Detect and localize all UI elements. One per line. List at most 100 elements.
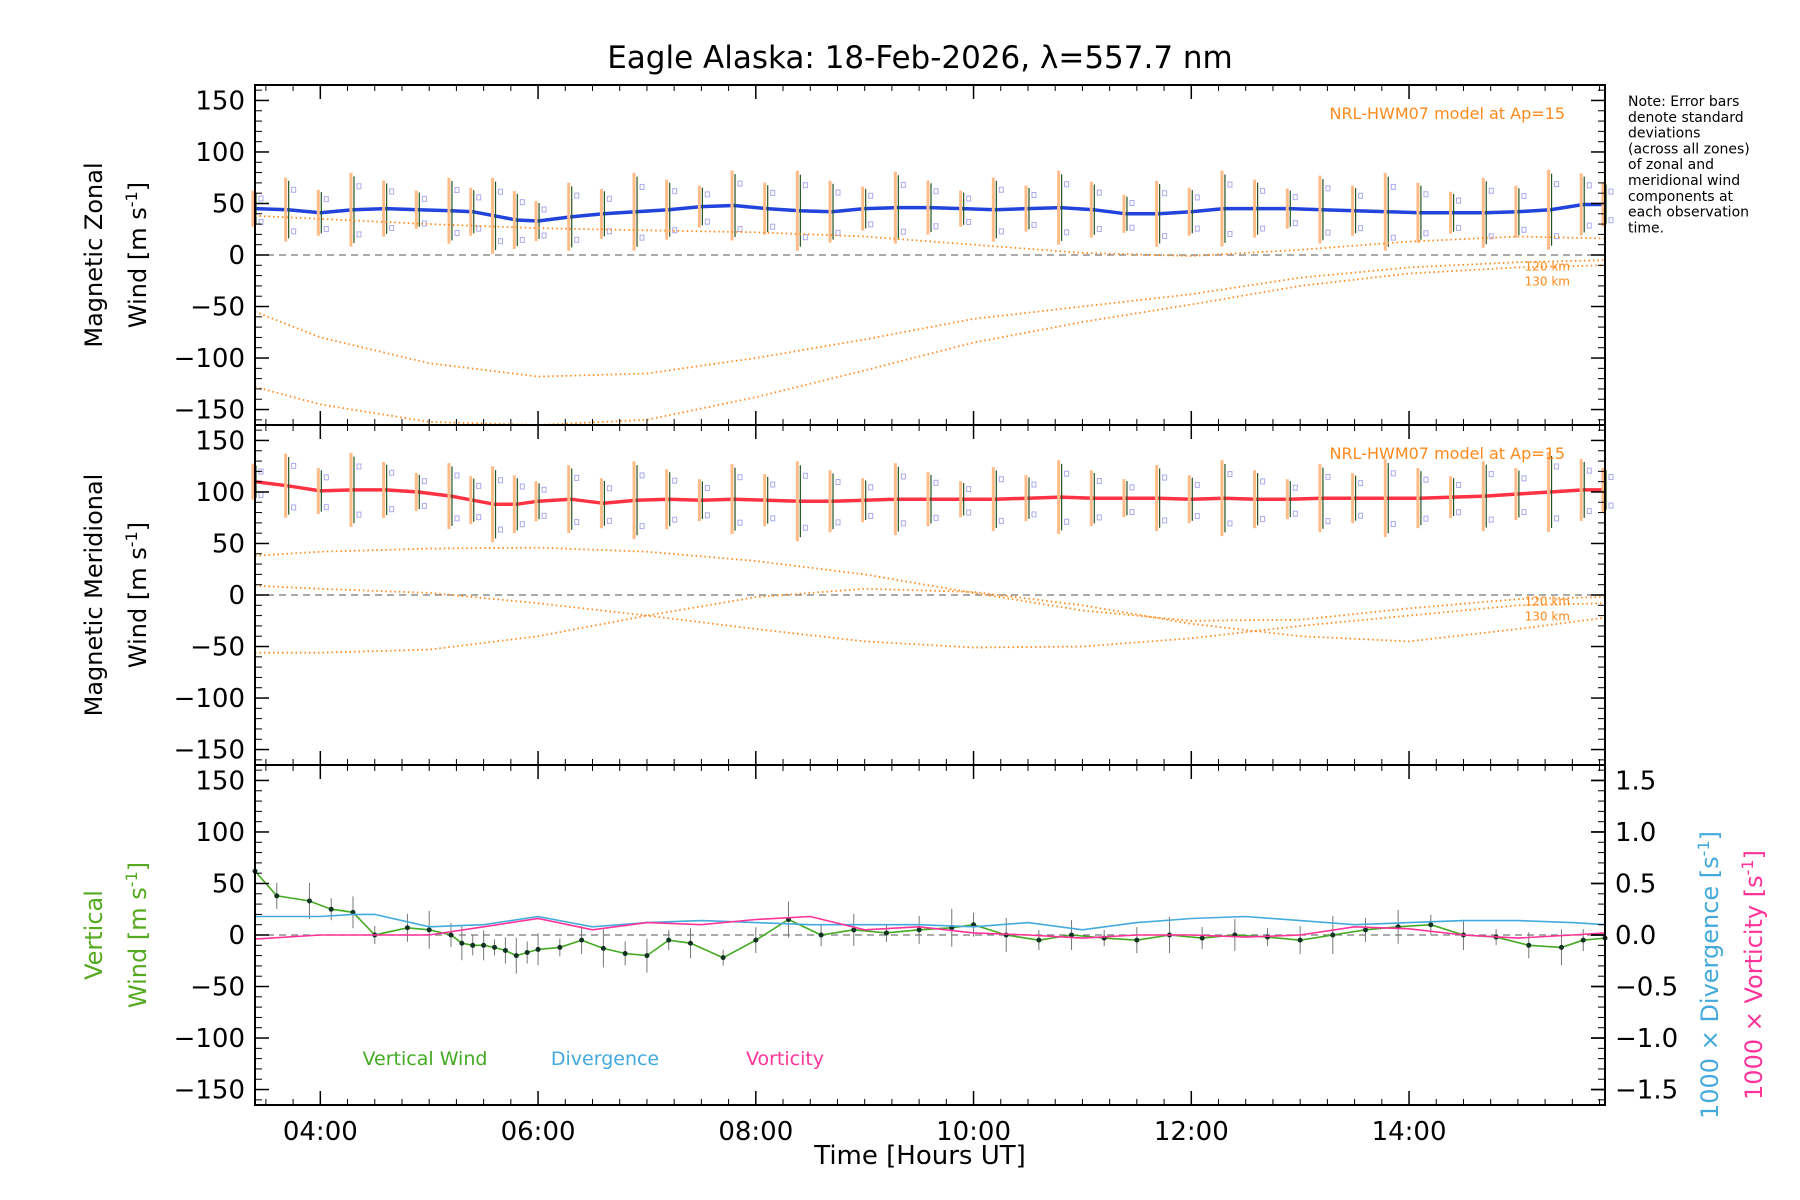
zone-marker (1194, 194, 1200, 201)
zone-marker (606, 517, 612, 524)
y-tick-label: −100 (174, 1024, 245, 1054)
y-tick-label: −100 (174, 344, 245, 374)
y-tick-label: 50 (212, 529, 245, 559)
zone-marker (802, 234, 808, 241)
y-tick-label: −50 (190, 633, 245, 663)
note-line: deviations (1628, 126, 1700, 142)
zone-marker (541, 206, 547, 213)
zone-marker (1129, 199, 1135, 206)
zone-marker (1488, 516, 1494, 523)
zone-marker (1488, 233, 1494, 240)
vertical-wind-point (579, 937, 585, 943)
zone-marker (1554, 181, 1560, 188)
vertical-wind-point (916, 927, 922, 933)
y2-tick-label: 0.0 (1615, 921, 1656, 951)
zone-marker (541, 232, 547, 239)
y-tick-label: 100 (195, 478, 245, 508)
zone-marker (835, 519, 841, 526)
zone-marker (1488, 187, 1494, 194)
zone-marker (672, 477, 678, 484)
y-axis-label-line2: Wind [m s-1] (122, 862, 152, 1008)
vertical-wind-point (448, 932, 454, 938)
zone-marker (476, 225, 482, 232)
series-nrl-hwm07-120-km (254, 259, 1606, 378)
vertical-wind-point (1362, 927, 1368, 933)
zone-marker (389, 469, 395, 476)
zone-marker (1292, 220, 1298, 227)
zone-marker (900, 228, 906, 235)
vertical-wind-point (328, 906, 334, 912)
vertical-wind-point (502, 947, 508, 953)
zone-marker (900, 520, 906, 527)
zone-marker (1608, 502, 1614, 509)
zone-marker (998, 476, 1004, 483)
y-tick-label: 50 (212, 189, 245, 219)
zone-marker (291, 504, 297, 511)
zone-marker (574, 192, 580, 199)
zone-marker (541, 512, 547, 519)
y-tick-label: −150 (174, 736, 245, 766)
vertical-wind-point (883, 930, 889, 936)
note-line: components at (1628, 189, 1734, 205)
vertical-wind-point (753, 937, 759, 943)
zone-marker (704, 218, 710, 225)
zone-marker (802, 524, 808, 531)
vertical-wind-point (306, 898, 312, 904)
legend-item: Vertical Wind (363, 1048, 488, 1070)
divergence-axis-label: 1000 × Divergence [s-1] (1694, 831, 1724, 1119)
zone-marker (933, 479, 939, 486)
zone-marker (421, 195, 427, 202)
zone-marker (1358, 512, 1364, 519)
zone-marker (1031, 511, 1037, 518)
series-meridional-wind (254, 479, 1605, 507)
vertical-wind-point (1526, 942, 1532, 948)
vertical-wind-point (1199, 935, 1205, 941)
zone-marker (1227, 471, 1233, 478)
zone-marker (356, 183, 362, 190)
series-nrl-hwm07-130-km (254, 264, 1606, 426)
zone-marker (802, 182, 808, 189)
vertical-wind-point (644, 953, 650, 959)
zone-marker (998, 517, 1004, 524)
series-vertical-wind (254, 870, 1606, 959)
zone-marker (389, 224, 395, 231)
zone-marker (1423, 191, 1429, 198)
zone-marker (966, 486, 972, 493)
zone-marker (639, 472, 645, 479)
vertical-wind-point (1069, 932, 1075, 938)
zone-marker (900, 181, 906, 188)
zone-marker (704, 512, 710, 519)
y-tick-label: −50 (190, 973, 245, 1003)
zone-marker (1031, 192, 1037, 199)
zone-marker (323, 226, 329, 233)
y-tick-label: 50 (212, 869, 245, 899)
vertical-wind-point (535, 946, 541, 952)
text-layer: 150 100 50 0 −50 −100 −150 Magnetic Zonal Wind [… (80, 86, 1768, 1147)
zone-marker (672, 227, 678, 234)
zone-marker (1423, 476, 1429, 483)
zone-marker (356, 231, 362, 238)
vertical-wind-point (1428, 922, 1434, 928)
zone-marker (672, 516, 678, 523)
zone-marker (770, 481, 776, 488)
vertical-wind-point (1036, 937, 1042, 943)
vertical-wind-point (481, 942, 487, 948)
zone-marker (1521, 226, 1527, 233)
vertical-wind-point (818, 932, 824, 938)
zone-marker (704, 485, 710, 492)
series-layer (251, 169, 1614, 974)
zone-marker (454, 229, 460, 236)
model-alt-label: 120 km (1525, 259, 1570, 273)
zone-marker (1586, 508, 1592, 515)
zone-marker (1554, 233, 1560, 240)
zone-marker (966, 509, 972, 516)
vertical-wind-point (513, 953, 519, 959)
zone-marker (998, 228, 1004, 235)
zone-marker (1129, 484, 1135, 491)
y-axis-label-line1: Magnetic Meridional (80, 474, 108, 717)
zone-marker (1456, 481, 1462, 488)
zone-marker (1096, 189, 1102, 196)
zone-marker (1292, 194, 1298, 201)
